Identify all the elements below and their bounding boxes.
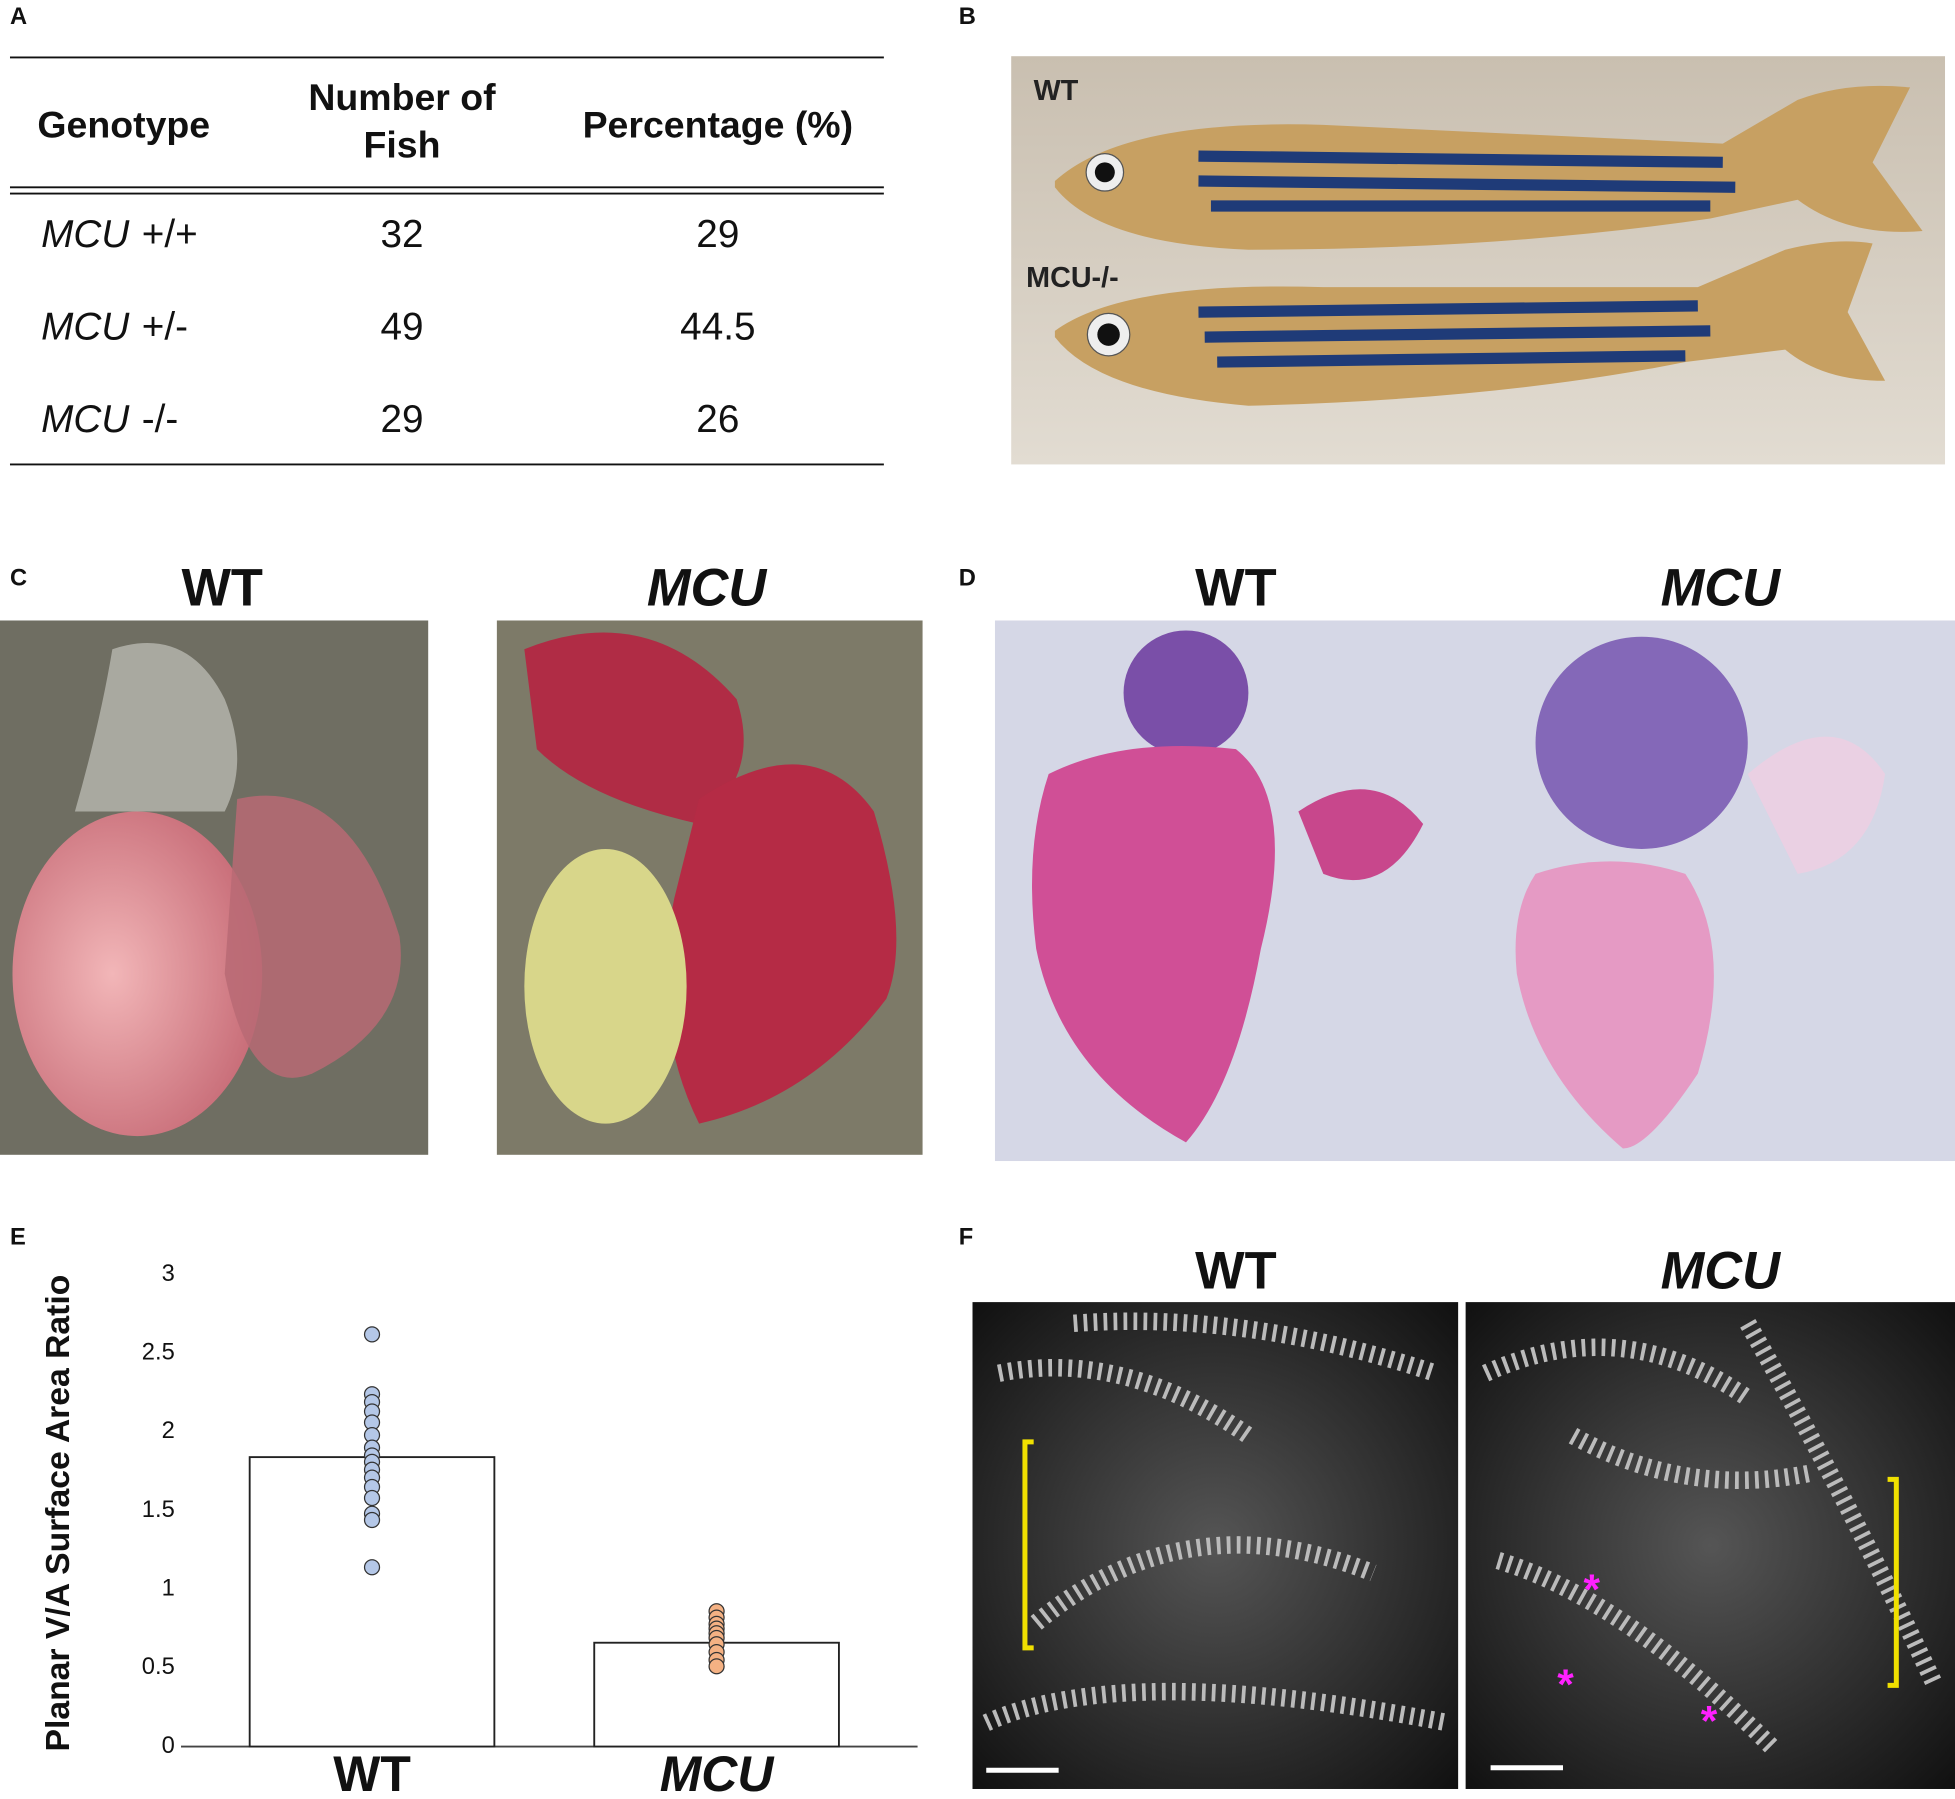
panel-label: D <box>959 566 976 592</box>
histology-photos <box>994 620 1955 1162</box>
fish-photo <box>1011 56 1946 465</box>
gene-name: MCU <box>41 213 130 256</box>
allele: +/+ <box>142 213 198 256</box>
panel-title: WT <box>1195 560 1277 618</box>
count-cell: 29 <box>380 398 423 441</box>
data-point <box>363 1326 381 1343</box>
asterisk: * <box>1557 1661 1574 1708</box>
panel-title: MCU <box>647 560 768 618</box>
table-header-text: Number of Fish <box>308 77 496 167</box>
data-point <box>708 1658 725 1675</box>
panel-label: F <box>959 1225 973 1251</box>
data-point <box>363 1489 381 1507</box>
y-tick-label: 3 <box>162 1261 175 1287</box>
y-axis-label: Planar V/A Surface Area Ratio <box>39 1275 77 1752</box>
genotype-cell: MCU +/+ <box>41 213 198 256</box>
panel-label: E <box>10 1225 26 1251</box>
gene-name: MCU <box>41 398 130 441</box>
panel-title: MCU <box>1661 560 1782 618</box>
asterisk: * <box>1583 1566 1600 1613</box>
fish-label: MCU-/- <box>1026 262 1118 294</box>
count-cell: 49 <box>380 306 423 349</box>
table-header-cell: Number of Fish <box>308 77 496 167</box>
genotype-cell: MCU -/- <box>41 398 178 441</box>
table-header: Genotype <box>37 103 210 145</box>
panel-title: WT <box>1195 1242 1277 1300</box>
y-tick-label: 0 <box>162 1733 175 1759</box>
x-tick-label: MCU <box>660 1746 776 1799</box>
percent-cell: 26 <box>696 398 739 441</box>
panel-title: MCU <box>1661 1242 1782 1300</box>
microscopy-photos <box>972 1302 1955 1789</box>
table-header: Percentage (%) <box>583 103 853 145</box>
y-tick-label: 1.5 <box>142 1497 175 1523</box>
panel-label: C <box>10 566 27 592</box>
genotype-cell: MCU +/- <box>41 306 188 349</box>
allele: +/- <box>142 306 188 349</box>
count-cell: 32 <box>380 213 423 256</box>
panel-title: WT <box>181 560 263 618</box>
data-point <box>363 1559 381 1576</box>
x-tick-label: WT <box>333 1746 411 1799</box>
fish-label: WT <box>1034 75 1079 107</box>
data-point <box>363 1511 381 1529</box>
allele: -/- <box>142 398 179 441</box>
heart-photos <box>0 620 923 1155</box>
table-rules <box>9 56 884 466</box>
panel-label: A <box>10 4 27 30</box>
y-tick-label: 2.5 <box>142 1340 175 1366</box>
gene-name: MCU <box>41 306 130 349</box>
percent-cell: 44.5 <box>680 306 755 349</box>
y-tick-label: 1 <box>162 1576 175 1602</box>
percent-cell: 29 <box>696 213 739 256</box>
asterisk: * <box>1701 1697 1718 1744</box>
y-tick-label: 0.5 <box>142 1654 175 1680</box>
y-tick-label: 2 <box>162 1418 175 1444</box>
panel-label: B <box>959 4 976 30</box>
